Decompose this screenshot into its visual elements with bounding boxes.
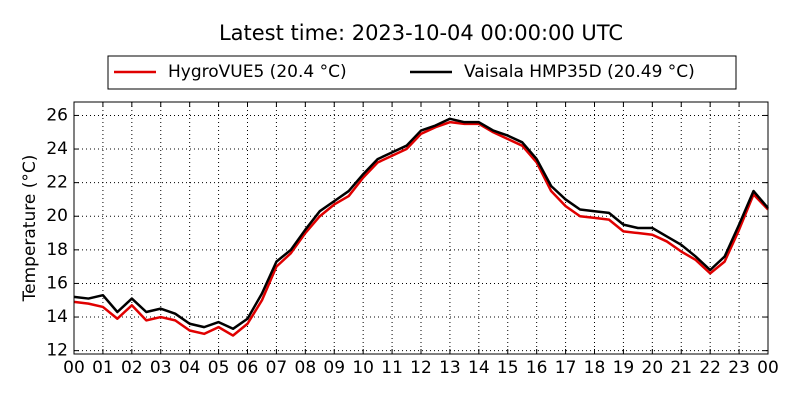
y-tick-label: 16	[46, 273, 68, 293]
y-axis-label: Temperature (°C)	[20, 155, 40, 303]
line-series	[73, 117, 769, 331]
x-tick-label: 12	[410, 358, 432, 378]
x-tick-label: 20	[642, 358, 664, 378]
chart-title: Latest time: 2023-10-04 00:00:00 UTC	[219, 21, 623, 45]
x-tick-label: 15	[497, 358, 519, 378]
line-series	[73, 120, 769, 337]
y-tick-label: 20	[46, 206, 68, 226]
x-tick-label: 04	[179, 358, 201, 378]
plot-frame	[73, 101, 769, 355]
x-tick-label: 00	[63, 358, 85, 378]
x-tick-label: 08	[295, 358, 317, 378]
x-tick-label: 01	[92, 358, 114, 378]
x-tick-label: 23	[728, 358, 750, 378]
y-tick-label: 26	[46, 105, 68, 125]
x-tick-label: 10	[352, 358, 374, 378]
x-tick-label: 06	[237, 358, 259, 378]
x-tick-label: 21	[670, 358, 692, 378]
y-tick-label: 14	[46, 307, 68, 327]
y-tick-label: 18	[46, 240, 68, 260]
x-tick-label: 17	[555, 358, 577, 378]
legend-label: Vaisala HMP35D (20.49 °C)	[464, 62, 695, 82]
x-tick-label: 22	[699, 358, 721, 378]
x-tick-label: 14	[468, 358, 490, 378]
legend-label: HygroVUE5 (20.4 °C)	[168, 62, 347, 82]
x-tick-label: 05	[208, 358, 230, 378]
y-tick-label: 24	[46, 139, 68, 159]
x-tick-label: 09	[323, 358, 345, 378]
x-tick-label: 00	[757, 358, 779, 378]
x-tick-label: 03	[150, 358, 172, 378]
x-tick-label: 07	[266, 358, 288, 378]
x-tick-label: 02	[121, 358, 143, 378]
x-tick-label: 13	[439, 358, 461, 378]
x-tick-label: 18	[584, 358, 606, 378]
x-tick-label: 11	[381, 358, 403, 378]
x-tick-label: 16	[526, 358, 548, 378]
y-tick-label: 12	[46, 341, 68, 361]
x-tick-label: 19	[613, 358, 635, 378]
y-tick-label: 22	[46, 173, 68, 193]
